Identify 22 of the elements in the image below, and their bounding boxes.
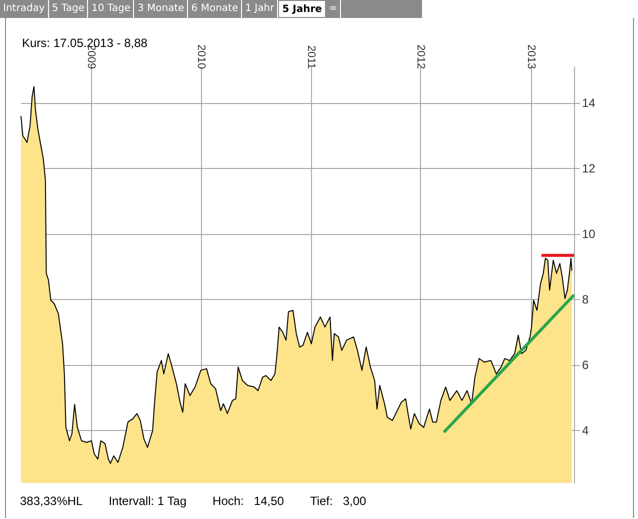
- text: Tief: 3,00: [310, 494, 366, 508]
- text: Hoch: 14,50: [212, 494, 284, 508]
- y-tick-label: 8: [582, 292, 589, 307]
- text: 6 Monate: [188, 0, 242, 18]
- y-tick-label: 4: [582, 424, 589, 438]
- x-tick-label: 2010: [194, 44, 207, 69]
- text: 3 Monate: [134, 0, 188, 18]
- text: 1 Jahr: [242, 0, 278, 18]
- text: 5 Jahre: [278, 0, 326, 18]
- text: 10 Tage: [88, 0, 134, 18]
- y-tick-label: 6: [582, 358, 589, 372]
- x-tick-label: 2013: [524, 44, 537, 69]
- text: ∞: [326, 0, 342, 18]
- y-tick-label: 10: [582, 227, 596, 242]
- x-tick-label: 2012: [414, 44, 427, 69]
- text: 383,33%HL: [20, 494, 83, 508]
- text: Intraday: [0, 0, 49, 18]
- y-tick-label: 12: [582, 162, 596, 176]
- x-tick-label: 2011: [304, 45, 317, 69]
- text: Intervall: 1 Tag: [108, 494, 187, 508]
- text: 5 Tage: [48, 0, 88, 18]
- y-tick-label: 14: [582, 96, 596, 110]
